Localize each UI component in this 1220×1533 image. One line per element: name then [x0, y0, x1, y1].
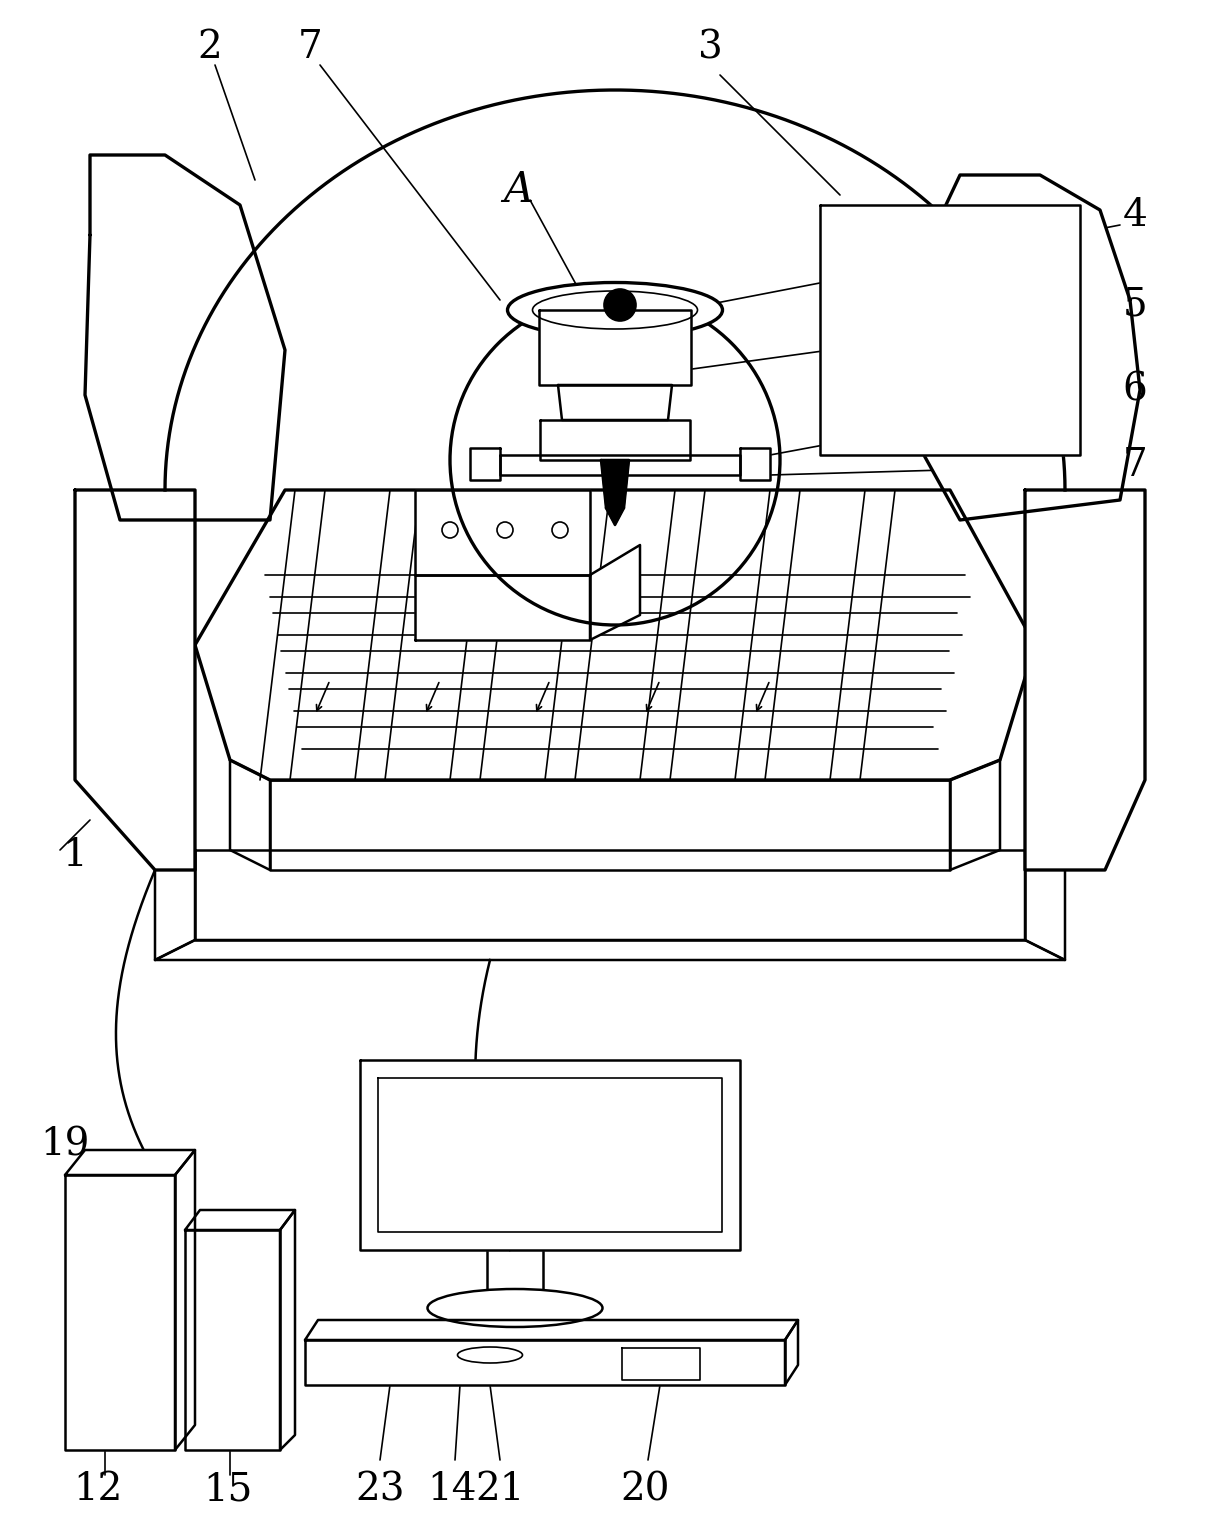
- Text: 15: 15: [204, 1472, 253, 1508]
- Text: 1: 1: [62, 837, 88, 874]
- Polygon shape: [85, 155, 285, 520]
- Polygon shape: [601, 460, 630, 507]
- Polygon shape: [741, 448, 770, 480]
- Polygon shape: [590, 546, 641, 639]
- Polygon shape: [65, 1174, 174, 1450]
- Polygon shape: [360, 1059, 741, 1249]
- Polygon shape: [305, 1340, 784, 1384]
- Text: 12: 12: [73, 1472, 123, 1508]
- Polygon shape: [185, 1229, 281, 1450]
- Polygon shape: [378, 1078, 722, 1233]
- Polygon shape: [195, 491, 1035, 780]
- Ellipse shape: [508, 282, 722, 337]
- Polygon shape: [558, 385, 672, 420]
- Text: 4: 4: [1122, 196, 1148, 233]
- Polygon shape: [270, 780, 950, 871]
- Polygon shape: [820, 205, 1080, 455]
- Polygon shape: [1025, 849, 1065, 960]
- Polygon shape: [155, 940, 1065, 960]
- Ellipse shape: [458, 1348, 522, 1363]
- Polygon shape: [281, 1210, 295, 1450]
- Polygon shape: [540, 420, 691, 460]
- Polygon shape: [622, 1348, 700, 1380]
- Polygon shape: [65, 1150, 195, 1174]
- Polygon shape: [305, 1320, 798, 1340]
- Circle shape: [604, 290, 636, 320]
- Text: 21: 21: [476, 1472, 525, 1508]
- Text: A: A: [503, 169, 533, 212]
- Polygon shape: [155, 849, 195, 960]
- Text: 23: 23: [355, 1472, 405, 1508]
- Polygon shape: [539, 310, 691, 385]
- Text: 20: 20: [620, 1472, 670, 1508]
- Polygon shape: [500, 455, 741, 475]
- Polygon shape: [231, 760, 270, 871]
- Text: 7: 7: [298, 29, 322, 66]
- Ellipse shape: [427, 1289, 603, 1328]
- Polygon shape: [415, 491, 590, 575]
- Text: 14: 14: [427, 1472, 477, 1508]
- Polygon shape: [470, 448, 500, 480]
- Text: 6: 6: [1122, 371, 1147, 408]
- Polygon shape: [606, 507, 623, 524]
- Polygon shape: [174, 1150, 195, 1450]
- Polygon shape: [784, 1320, 798, 1384]
- Text: 2: 2: [198, 29, 222, 66]
- Polygon shape: [195, 849, 1025, 940]
- Text: 7: 7: [1122, 446, 1147, 483]
- Polygon shape: [910, 175, 1139, 520]
- Polygon shape: [185, 1210, 295, 1229]
- Text: 19: 19: [40, 1127, 90, 1164]
- Polygon shape: [1025, 491, 1146, 871]
- Text: 3: 3: [698, 29, 722, 66]
- Polygon shape: [415, 575, 590, 639]
- Polygon shape: [74, 491, 195, 871]
- Text: 5: 5: [1122, 287, 1147, 323]
- Polygon shape: [950, 760, 1000, 871]
